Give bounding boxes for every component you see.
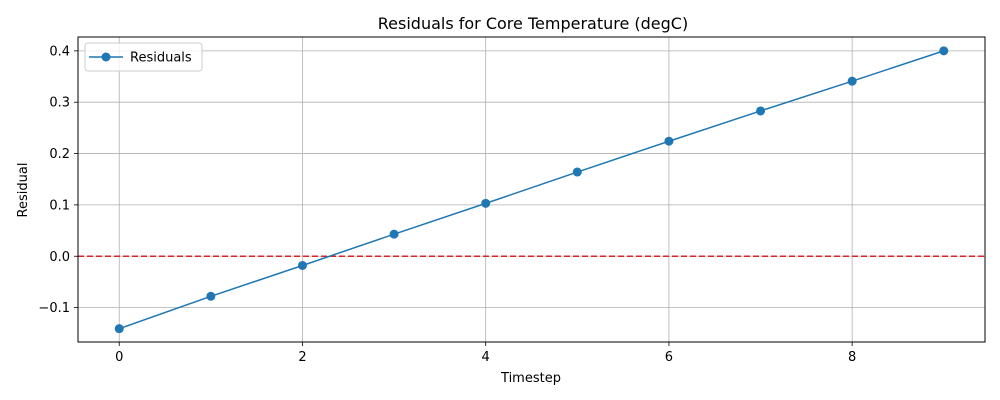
residual-point — [481, 198, 491, 208]
legend: Residuals — [84, 42, 203, 72]
y-axis-label: Residual — [16, 163, 31, 218]
y-tick-label: 0.3 — [49, 96, 70, 111]
x-tick-label: 8 — [848, 350, 856, 365]
y-tick-label: 0.1 — [49, 198, 70, 213]
residual-point — [389, 229, 399, 239]
plot-area-frame — [77, 36, 986, 343]
x-tick-label: 6 — [665, 350, 673, 365]
y-axis-ticks: −0.1 0.0 0.1 0.2 0.3 0.4 — [38, 44, 78, 316]
residual-point — [939, 46, 949, 56]
residual-point — [664, 136, 674, 146]
y-tick-label: 0.2 — [49, 147, 70, 162]
series-layer — [114, 46, 949, 334]
x-axis-label: Timestep — [500, 371, 561, 386]
residuals-line — [118, 50, 945, 330]
x-tick-label: 4 — [482, 350, 490, 365]
y-tick-label: −0.1 — [38, 301, 70, 316]
legend-marker-sample — [101, 52, 111, 62]
y-tick-label: 0.4 — [49, 44, 70, 59]
grid — [78, 37, 985, 342]
y-tick-label: 0.0 — [49, 250, 70, 265]
x-tick-label: 0 — [115, 350, 123, 365]
x-tick-label: 2 — [298, 350, 306, 365]
x-axis-ticks: 0 2 4 6 8 — [115, 342, 856, 365]
residual-point — [297, 260, 307, 270]
legend-label: Residuals — [130, 51, 192, 66]
residual-point — [572, 167, 582, 177]
residual-point — [756, 106, 766, 116]
legend-box — [84, 42, 203, 72]
chart-title: Residuals for Core Temperature (degC) — [378, 14, 688, 33]
residual-point — [847, 76, 857, 86]
residual-point — [206, 291, 216, 301]
residual-point — [114, 324, 124, 334]
